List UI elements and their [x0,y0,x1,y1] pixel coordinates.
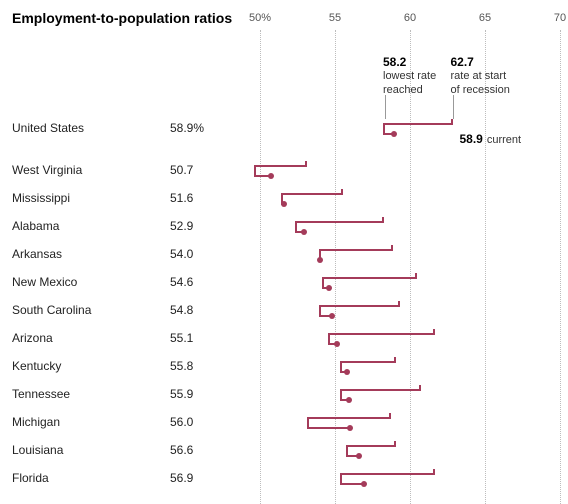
row-label: Arizona [12,331,53,345]
row-label: Tennessee [12,387,70,401]
row-label: West Virginia [12,163,82,177]
current-dot [326,285,332,291]
row-value: 55.1 [170,331,193,345]
axis-tick: 55 [329,12,341,24]
bracket-top [254,165,305,167]
bracket-top [328,333,433,335]
gridline [410,30,411,504]
annotation-current: 58.9current [460,132,522,147]
bracket-right [419,385,421,391]
gridline [560,30,561,504]
gridline [485,30,486,504]
annotation-start: 62.7rate at startof recession [451,55,510,97]
row-label: New Mexico [12,275,77,289]
bracket-right [389,413,391,419]
annotation-lowest: 58.2lowest ratereached [383,55,436,97]
bracket-top [340,361,394,363]
current-dot [344,369,350,375]
row-value: 51.6 [170,191,193,205]
row-value: 56.0 [170,415,193,429]
row-label: Louisiana [12,443,63,457]
bracket-bottom [340,483,364,485]
bracket-right [394,357,396,363]
bracket-top [340,389,420,391]
axis-tick: 65 [479,12,491,24]
bracket-top [281,193,341,195]
employment-ratio-chart: Employment-to-population ratios 50% 55 60 6… [0,0,568,504]
chart-title: Employment-to-population ratios [12,10,232,28]
axis-tick: 50% [249,12,271,24]
bracket-right [398,301,400,307]
bracket-right [341,189,343,195]
bracket-top [340,473,433,475]
bracket-top [319,249,391,251]
row-value: 55.9 [170,387,193,401]
row-label: South Carolina [12,303,91,317]
bracket-right [382,217,384,223]
row-value: 50.7 [170,163,193,177]
row-label: Arkansas [12,247,62,261]
gridline [335,30,336,504]
row-value: 56.6 [170,443,193,457]
bracket-top [346,445,394,447]
bracket-right [451,119,453,125]
gridline [260,30,261,504]
row-label: Alabama [12,219,59,233]
row-value: 54.6 [170,275,193,289]
bracket-right [433,469,435,475]
axis-tick: 60 [404,12,416,24]
row-value: 56.9 [170,471,193,485]
row-value: 54.0 [170,247,193,261]
row-label: Michigan [12,415,60,429]
row-label: Florida [12,471,49,485]
bracket-top [322,277,415,279]
annotation-leader [453,95,454,119]
current-dot [391,131,397,137]
annotation-leader [385,95,386,119]
current-dot [347,425,353,431]
bracket-right [305,161,307,167]
current-dot [281,201,287,207]
row-value: 54.8 [170,303,193,317]
bracket-right [433,329,435,335]
row-value: 52.9 [170,219,193,233]
bracket-right [394,441,396,447]
current-dot [301,229,307,235]
row-label: Mississippi [12,191,70,205]
bracket-bottom [307,427,351,429]
current-dot [356,453,362,459]
bracket-top [295,221,382,223]
current-dot [346,397,352,403]
row-value: 55.8 [170,359,193,373]
row-label-us: United States [12,121,84,135]
bracket-right [391,245,393,251]
current-dot [329,313,335,319]
axis-tick: 70 [554,12,566,24]
row-value-us: 58.9% [170,121,204,135]
row-label: Kentucky [12,359,61,373]
bracket-top [319,305,399,307]
current-dot [268,173,274,179]
current-dot [317,257,323,263]
bracket-top [307,417,390,419]
current-dot [361,481,367,487]
bracket-right [415,273,417,279]
current-dot [334,341,340,347]
bracket-top [383,123,451,125]
